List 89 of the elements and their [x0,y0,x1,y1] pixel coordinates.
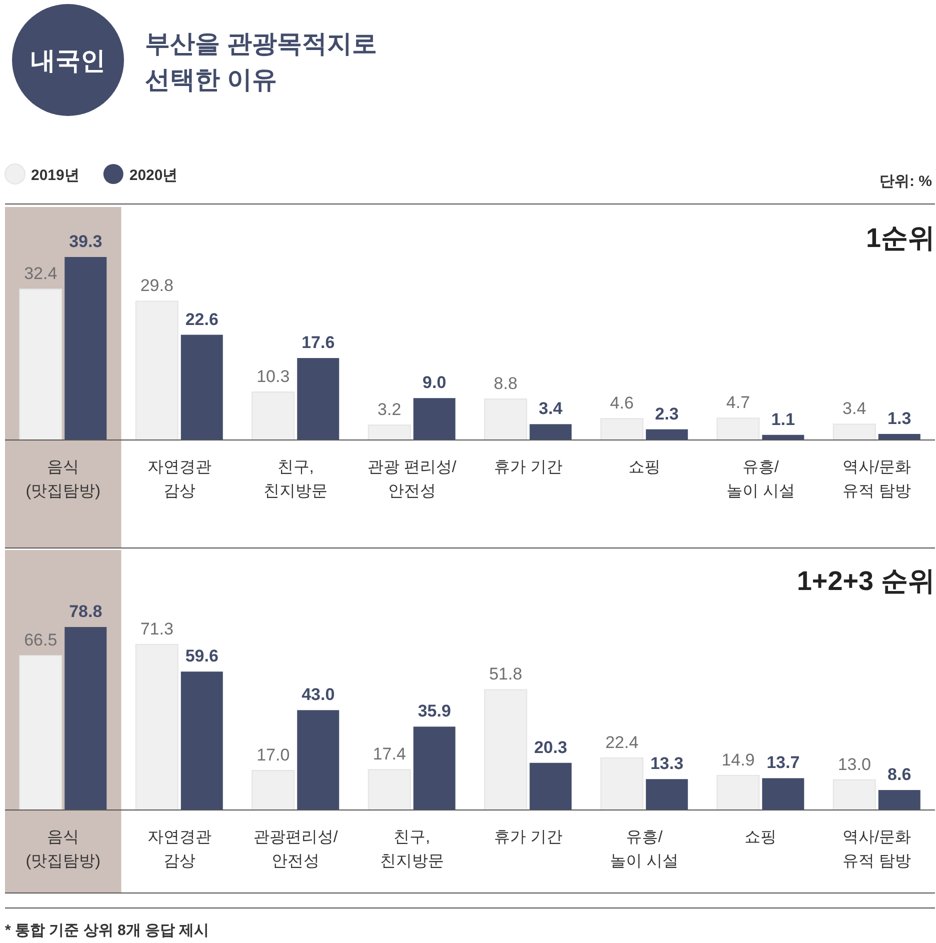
legend-item: 2020년 [103,164,178,184]
bar [135,300,178,440]
text: 내국인 [30,47,106,75]
x-tick-label: 관광편리성/ 안전성 [253,829,338,870]
x-tick-label: 쇼핑 [744,829,777,846]
x-tick-label: 역사/문화 유적 탐방 [842,459,912,500]
data-label: 71.3 [140,619,174,638]
bar [646,429,688,440]
data-label: 17.0 [256,746,290,765]
bar [180,334,223,440]
data-label: 59.6 [185,646,218,666]
bar [530,762,572,810]
bar [64,257,107,440]
x-tick-label: 친구, 친지방문 [380,829,444,870]
data-label: 39.3 [69,232,102,251]
bar [646,779,688,810]
data-label: 1.3 [888,408,912,428]
bar [135,644,178,810]
data-label: 29.8 [140,276,174,296]
bar [368,769,411,810]
bar [878,790,920,810]
bar [832,779,876,810]
x-tick-label: 음식 (맛집탐방) [26,459,100,500]
data-label: 22.4 [605,732,638,752]
x-tick-label: 역사/문화 유적 탐방 [842,829,912,870]
bar [297,710,340,810]
data-label: 78.8 [69,602,102,621]
data-label: 17.6 [302,333,335,352]
x-tick-label: 친구, 친지방문 [264,459,328,500]
x-tick-label: 자연경관 감상 [147,459,212,500]
x-tick-label: 휴가 기간 [494,459,562,476]
data-label: 3.4 [538,399,563,418]
text: * 통합 기준 상위 8개 응답 제시 [5,922,210,939]
data-label: 3.2 [378,400,402,420]
data-label: 4.6 [610,394,634,413]
data-label: 2.3 [655,404,679,424]
x-tick-label: 유흥/ 놀이 시설 [726,459,795,500]
bar [64,627,107,810]
data-label: 66.5 [24,630,58,650]
bar [600,757,644,810]
chart-title: 1+2+3 순위 [796,566,935,596]
bar [530,424,572,440]
data-label: 13.3 [650,754,684,774]
data-label: 35.9 [418,702,451,721]
bar [716,418,760,440]
x-tick-label: 쇼핑 [628,459,660,476]
bar [252,392,295,440]
data-label: 14.9 [722,750,755,770]
data-label: 3.4 [842,399,866,418]
bar [878,434,920,440]
legend-label: 2019년 [31,167,80,184]
data-label: 22.6 [185,310,218,329]
bar [600,418,644,440]
data-label: 10.3 [256,367,290,386]
x-tick-label: 음식 (맛집탐방) [26,829,100,870]
data-label: 20.3 [534,738,568,757]
bar [762,778,804,810]
bar [368,424,411,440]
data-label: 13.0 [838,754,871,774]
legend-item: 2019년 [4,164,80,184]
bar [180,672,223,810]
bar [413,398,456,440]
text: 단위: % [880,173,932,190]
data-label: 8.8 [494,374,518,394]
chart-subtitle: 1순위 [866,223,935,253]
legend-label: 2020년 [129,167,178,184]
x-tick-label: 유흥/ 놀이 시설 [610,829,679,870]
data-label: 8.6 [888,765,912,784]
x-tick-label: 자연경관 감상 [147,829,212,870]
chart-title: 부산을 관광목적지로 선택한 이유 [145,30,377,94]
data-label: 9.0 [422,373,446,392]
bar [413,726,456,810]
bar [297,358,340,440]
data-label: 4.7 [726,393,750,412]
data-label: 32.4 [24,264,58,284]
data-label: 1.1 [771,410,795,429]
bar [484,398,528,440]
bar [19,288,62,440]
bar [484,689,528,810]
bar [19,655,62,810]
bar [716,774,760,810]
x-tick-label: 관광 편리성/ 안전성 [367,459,457,500]
data-label: 13.7 [766,753,800,772]
data-label: 17.4 [372,744,406,764]
data-label: 43.0 [302,685,335,704]
x-tick-label: 휴가 기간 [494,829,562,846]
bar [832,424,876,440]
bar [252,770,295,810]
data-label: 51.8 [489,664,522,684]
